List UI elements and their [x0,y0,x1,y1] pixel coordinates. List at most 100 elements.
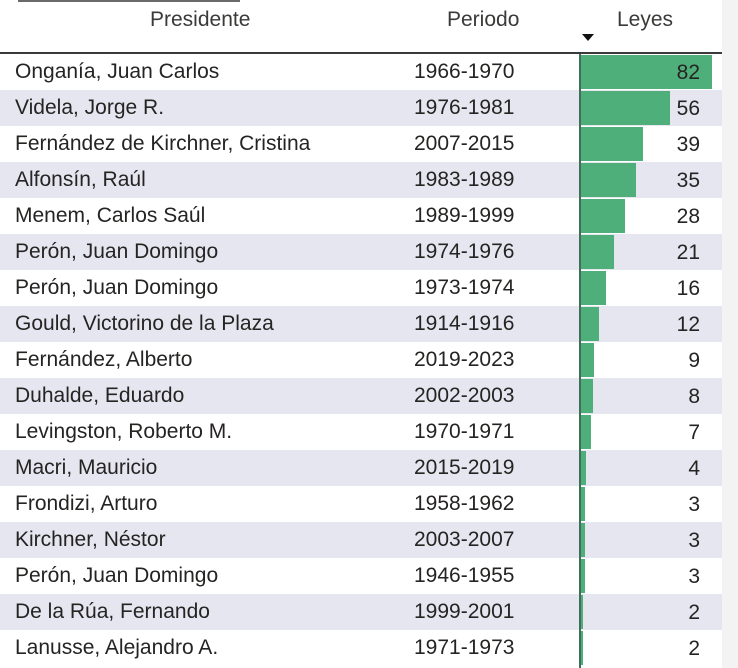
cell-presidente: Perón, Juan Domingo [15,240,219,263]
cell-leyes: 2 [580,595,712,629]
cell-leyes: 56 [580,91,712,125]
cell-presidente: Perón, Juan Domingo [15,276,219,299]
sort-desc-icon[interactable] [582,34,594,41]
table-row[interactable]: Lanusse, Alejandro A. 1971-1973 2 [0,630,722,666]
table-row[interactable]: Fernández, Alberto 2019-2023 9 [0,342,722,378]
table-row[interactable]: Alfonsín, Raúl 1983-1989 35 [0,162,722,198]
cell-periodo: 1958-1962 [414,492,515,515]
data-bar [580,379,593,413]
data-bar [580,343,594,377]
table-row[interactable]: De la Rúa, Fernando 1999-2001 2 [0,594,722,630]
table-row[interactable]: Perón, Juan Domingo 1974-1976 21 [0,234,722,270]
cell-periodo: 1946-1955 [414,564,515,587]
data-label: 82 [676,61,700,84]
data-label: 16 [676,277,700,300]
cell-periodo: 1989-1999 [414,204,515,227]
cell-leyes: 9 [580,343,712,377]
cell-presidente: Macri, Mauricio [15,456,158,479]
cell-leyes: 39 [580,127,712,161]
cell-leyes: 4 [580,451,712,485]
cell-periodo: 1976-1981 [414,96,515,119]
cell-periodo: 2019-2023 [414,348,515,371]
data-label: 35 [676,169,700,192]
data-bar [580,415,591,449]
table-row[interactable]: Perón, Juan Domingo 1973-1974 16 [0,270,722,306]
column-header-periodo[interactable]: Periodo [447,8,520,31]
data-bar [580,127,643,161]
data-label: 21 [676,241,700,264]
cell-periodo: 2015-2019 [414,456,515,479]
cell-leyes: 28 [580,199,712,233]
cell-leyes: 3 [580,487,712,521]
data-label: 2 [688,637,700,660]
table-header: Presidente Periodo Leyes [0,0,722,54]
cell-periodo: 1983-1989 [414,168,515,191]
table-row[interactable]: Levingston, Roberto M. 1970-1971 7 [0,414,722,450]
cell-periodo: 1914-1916 [414,312,515,335]
cell-leyes: 2 [580,631,712,665]
cell-presidente: Alfonsín, Raúl [15,168,146,191]
data-bar [580,523,585,557]
cell-periodo: 1971-1973 [414,636,515,659]
data-bar [580,199,625,233]
top-border [18,0,240,2]
cell-leyes: 7 [580,415,712,449]
scrollbar-track[interactable] [722,0,738,668]
column-header-leyes[interactable]: Leyes [617,8,674,31]
cell-presidente: Fernández de Kirchner, Cristina [15,132,311,155]
cell-presidente: Lanusse, Alejandro A. [15,636,219,659]
cell-presidente: Fernández, Alberto [15,348,193,371]
data-bar [580,235,614,269]
column-header-presidente[interactable]: Presidente [150,8,251,31]
data-label: 9 [688,349,700,372]
cell-periodo: 2007-2015 [414,132,515,155]
table-row[interactable]: Onganía, Juan Carlos 1966-1970 82 [0,54,722,90]
data-bar [580,55,712,89]
cell-periodo: 1974-1976 [414,240,515,263]
cell-leyes: 8 [580,379,712,413]
cell-presidente: Duhalde, Eduardo [15,384,185,407]
table-row[interactable]: Perón, Juan Domingo 1946-1955 3 [0,558,722,594]
data-bar [580,307,599,341]
cell-leyes: 21 [580,235,712,269]
cell-leyes: 3 [580,559,712,593]
data-label: 39 [676,133,700,156]
cell-presidente: Menem, Carlos Saúl [15,204,206,227]
cell-presidente: Frondizi, Arturo [15,492,158,515]
cell-periodo: 1973-1974 [414,276,515,299]
cell-presidente: Gould, Victorino de la Plaza [15,312,274,335]
data-label: 7 [688,421,700,444]
table-row[interactable]: Frondizi, Arturo 1958-1962 3 [0,486,722,522]
cell-presidente: De la Rúa, Fernando [15,600,210,623]
cell-periodo: 1966-1970 [414,60,515,83]
cell-periodo: 1999-2001 [414,600,515,623]
cell-periodo: 1970-1971 [414,420,515,443]
cell-leyes: 16 [580,271,712,305]
cell-leyes: 3 [580,523,712,557]
data-bar [580,595,583,629]
table-body: Onganía, Juan Carlos 1966-1970 82 Videla, J… [0,54,722,666]
data-label: 28 [676,205,700,228]
data-label: 12 [676,313,700,336]
cell-leyes: 82 [580,55,712,89]
cell-periodo: 2003-2007 [414,528,515,551]
data-bar [580,559,585,593]
cell-presidente: Kirchner, Néstor [15,528,166,551]
data-bar-axis [579,54,581,668]
cell-presidente: Levingston, Roberto M. [15,420,233,443]
data-label: 8 [688,385,700,408]
table-row[interactable]: Gould, Victorino de la Plaza 1914-1916 12 [0,306,722,342]
table-row[interactable]: Menem, Carlos Saúl 1989-1999 28 [0,198,722,234]
cell-leyes: 35 [580,163,712,197]
table-row[interactable]: Duhalde, Eduardo 2002-2003 8 [0,378,722,414]
data-bar [580,487,585,521]
table-row[interactable]: Fernández de Kirchner, Cristina 2007-2015… [0,126,722,162]
cell-presidente: Videla, Jorge R. [15,96,165,119]
data-label: 3 [688,493,700,516]
table-row[interactable]: Videla, Jorge R. 1976-1981 56 [0,90,722,126]
cell-leyes: 12 [580,307,712,341]
table-row[interactable]: Macri, Mauricio 2015-2019 4 [0,450,722,486]
data-bar [580,163,636,197]
table-row[interactable]: Kirchner, Néstor 2003-2007 3 [0,522,722,558]
data-bar [580,631,583,665]
